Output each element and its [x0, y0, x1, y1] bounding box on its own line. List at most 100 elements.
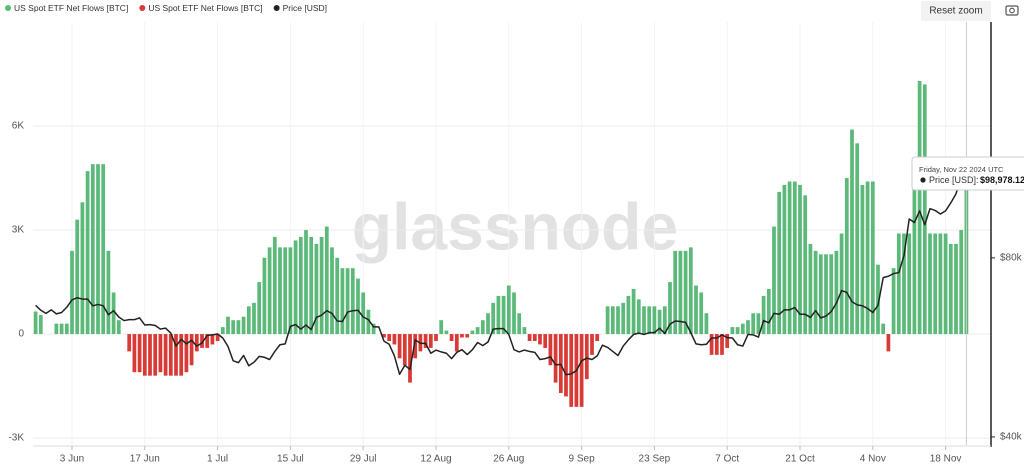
price-line — [35, 172, 967, 376]
camera-lens[interactable] — [1009, 7, 1015, 14]
bar — [673, 250, 678, 335]
bar — [668, 282, 672, 335]
bar — [449, 334, 454, 341]
bar — [928, 233, 932, 335]
bar — [142, 334, 147, 376]
bar — [480, 320, 485, 335]
x-tick-label: 23 Sep — [639, 454, 671, 465]
bar — [80, 202, 85, 335]
bar — [688, 247, 693, 335]
legend: US Spot ETF Net Flows [BTC] US Spot ETF N… — [5, 3, 327, 13]
bar — [148, 334, 152, 376]
bar — [371, 323, 376, 335]
bar — [631, 288, 636, 335]
bar — [891, 268, 896, 335]
bar — [387, 334, 392, 341]
bar — [283, 247, 288, 335]
watermark: glassnode — [352, 189, 678, 263]
bar — [933, 233, 938, 335]
bar — [486, 313, 490, 335]
x-tick-label: 4 Nov — [860, 454, 886, 465]
bar — [252, 302, 256, 335]
bar — [855, 143, 860, 335]
bar — [720, 334, 724, 355]
bar — [288, 247, 293, 335]
camera-icon[interactable] — [1005, 5, 1019, 16]
camera-body[interactable] — [1005, 5, 1019, 16]
bar — [699, 292, 704, 335]
bar — [584, 334, 589, 380]
bar — [402, 334, 407, 366]
bar — [517, 313, 522, 335]
bar — [678, 250, 683, 335]
bar — [382, 334, 386, 338]
bar — [340, 268, 345, 335]
bar — [876, 264, 880, 335]
bar — [153, 334, 158, 376]
bar — [460, 334, 464, 338]
bar — [319, 236, 324, 335]
bar — [184, 334, 189, 373]
x-tick-label: 1 Jul — [207, 454, 228, 465]
bar — [808, 243, 813, 335]
bar — [740, 323, 745, 335]
bar — [917, 80, 922, 335]
bar — [33, 311, 38, 335]
x-tick-label: 26 Aug — [493, 454, 524, 465]
bar — [330, 247, 334, 335]
bar — [501, 295, 506, 335]
bar — [553, 334, 558, 383]
bar — [231, 320, 236, 335]
bar — [241, 316, 246, 335]
bar — [434, 334, 438, 341]
reset-zoom-button[interactable] — [921, 1, 991, 21]
bar — [548, 334, 553, 366]
bar — [194, 334, 199, 352]
bar — [189, 334, 194, 366]
bar — [174, 334, 178, 376]
legend-label: Price [USD] — [283, 3, 327, 13]
bar — [943, 233, 948, 335]
tooltip-date: Friday, Nov 22 2024 UTC — [919, 165, 1004, 174]
bar — [38, 314, 43, 335]
reset-zoom-label[interactable]: Reset zoom — [929, 6, 982, 17]
legend-label: US Spot ETF Net Flows [BTC] — [148, 3, 262, 13]
bar — [907, 233, 912, 335]
bar — [766, 288, 771, 335]
bar — [106, 250, 111, 335]
bar — [704, 313, 709, 335]
x-tick-label: 18 Nov — [930, 454, 962, 465]
bar — [829, 254, 834, 335]
bar — [246, 306, 251, 335]
bar — [298, 236, 303, 335]
bar — [657, 309, 662, 335]
bar — [428, 334, 433, 348]
bar — [491, 302, 496, 335]
x-tick-label: 7 Oct — [715, 454, 739, 465]
x-tick-label: 17 Jun — [130, 454, 160, 465]
bar — [392, 334, 397, 345]
bar — [527, 334, 532, 341]
bar — [610, 306, 615, 335]
bar — [75, 219, 80, 335]
bar — [616, 306, 620, 335]
bar — [922, 84, 927, 335]
bar — [304, 230, 308, 335]
bar — [579, 334, 584, 407]
bar — [127, 334, 132, 352]
bar — [761, 295, 766, 335]
bar — [454, 334, 459, 352]
bar — [101, 164, 106, 335]
bar — [772, 226, 776, 335]
bar — [777, 191, 782, 335]
bar — [345, 268, 350, 335]
bar — [730, 327, 735, 335]
bar — [293, 240, 298, 335]
bar — [642, 306, 646, 335]
bar — [590, 334, 594, 355]
bar — [132, 334, 137, 373]
bar — [735, 327, 740, 335]
bar — [111, 292, 116, 335]
bar — [792, 181, 797, 335]
bar — [938, 233, 943, 335]
